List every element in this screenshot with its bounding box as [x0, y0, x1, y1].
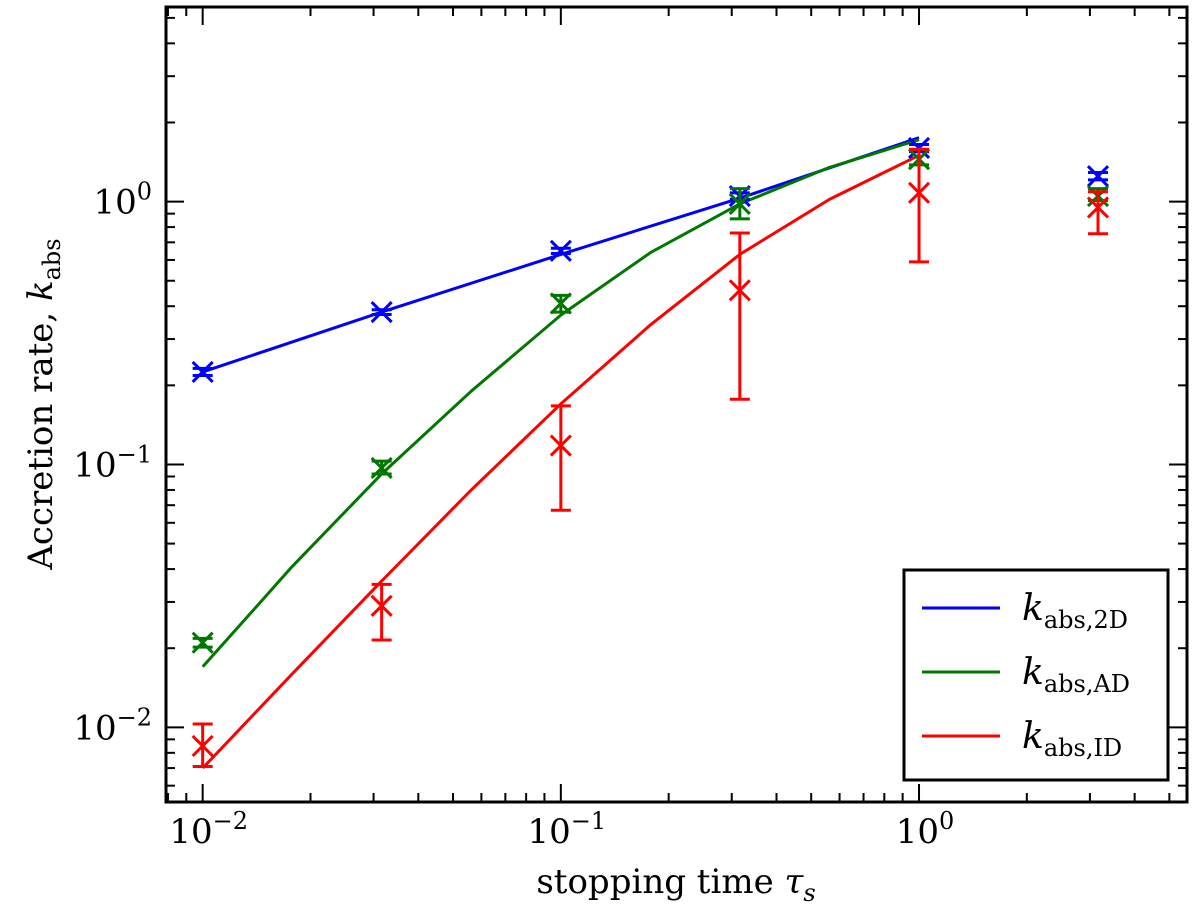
y-tick-label: 10−2	[73, 703, 152, 748]
tick-labels: 10−2 10−1 100 10−2 10−1 100	[73, 178, 954, 852]
data-point-series-1	[191, 631, 214, 654]
data-point-series-2	[1086, 190, 1110, 236]
x-marker	[549, 239, 572, 262]
fit-line-series-2	[201, 153, 920, 770]
x-marker	[907, 181, 931, 204]
x-marker	[191, 631, 214, 654]
data-point-series-0	[370, 301, 393, 324]
x-marker	[728, 279, 751, 302]
x-marker	[1086, 165, 1110, 188]
x-marker	[1086, 196, 1110, 219]
data-point-series-2	[549, 404, 572, 512]
x-tick-label: 10−2	[169, 807, 248, 852]
plot-frame	[164, 5, 1189, 804]
x-marker	[370, 456, 393, 480]
fit-line-series-1	[201, 138, 920, 668]
x-marker	[549, 434, 572, 457]
data-markers	[191, 136, 1110, 768]
x-marker	[549, 292, 572, 315]
legend-label-ad: kabs,AD	[1022, 652, 1130, 698]
legend-box	[902, 568, 1170, 782]
data-point-series-0	[191, 360, 214, 383]
data-point-series-2	[907, 147, 931, 264]
x-tick-label: 100	[896, 807, 955, 852]
legend: kabs,2D kabs,AD kabs,ID	[902, 568, 1170, 782]
x-marker	[370, 301, 393, 324]
data-point-series-1	[370, 456, 393, 480]
y-tick-label: 10−1	[73, 440, 152, 485]
y-tick-label: 100	[93, 178, 152, 223]
x-tick-label: 10−1	[528, 807, 607, 852]
data-point-series-2	[728, 231, 751, 401]
x-marker	[728, 192, 751, 215]
data-point-series-1	[549, 292, 572, 315]
legend-label-2d: kabs,2D	[1022, 588, 1128, 634]
x-axis-title: stopping time τs	[536, 862, 815, 907]
data-point-series-0	[549, 239, 572, 262]
x-marker	[191, 734, 214, 757]
data-point-series-2	[370, 582, 393, 642]
data-point-series-1	[728, 187, 751, 221]
legend-label-id: kabs,ID	[1022, 716, 1122, 762]
x-marker	[370, 594, 393, 617]
data-point-series-2	[191, 722, 214, 768]
data-point-series-0	[1086, 165, 1110, 188]
x-marker	[191, 360, 214, 383]
y-axis-title: Accretion rate, kabs	[21, 238, 66, 570]
